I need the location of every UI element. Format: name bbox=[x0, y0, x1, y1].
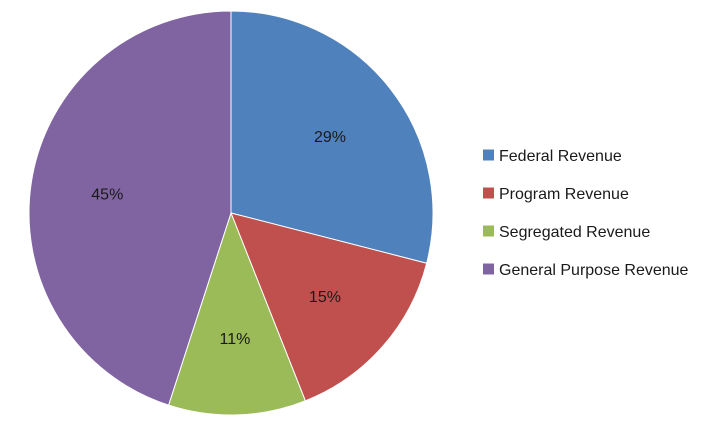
legend-swatch-general-purpose-revenue bbox=[483, 263, 494, 275]
slice-label-program-revenue: 15% bbox=[309, 289, 341, 306]
legend-swatch-program-revenue bbox=[483, 187, 494, 199]
slice-label-federal-revenue: 29% bbox=[314, 129, 346, 146]
slice-label-general-purpose-revenue: 45% bbox=[91, 186, 123, 203]
legend-label-general-purpose-revenue: General Purpose Revenue bbox=[499, 262, 689, 279]
legend-label-segregated-revenue: Segregated Revenue bbox=[499, 224, 650, 241]
pie-slice-segregated-revenue bbox=[167, 211, 307, 416]
legend-swatch-federal-revenue bbox=[483, 149, 494, 161]
legend-swatch-segregated-revenue bbox=[483, 225, 494, 237]
slice-label-segregated-revenue: 11% bbox=[220, 331, 251, 348]
pie-slice-general-purpose-revenue bbox=[28, 10, 232, 406]
legend: Federal Revenue Program Revenue Segregated… bbox=[483, 148, 689, 279]
pie-slice-program-revenue bbox=[230, 212, 428, 402]
slice-labels: 29% 15% 11% 45% bbox=[91, 129, 346, 348]
legend-label-federal-revenue: Federal Revenue bbox=[499, 148, 622, 165]
pie-slices bbox=[28, 10, 434, 416]
pie-slice-federal-revenue bbox=[230, 10, 434, 264]
legend-label-program-revenue: Program Revenue bbox=[499, 186, 629, 203]
